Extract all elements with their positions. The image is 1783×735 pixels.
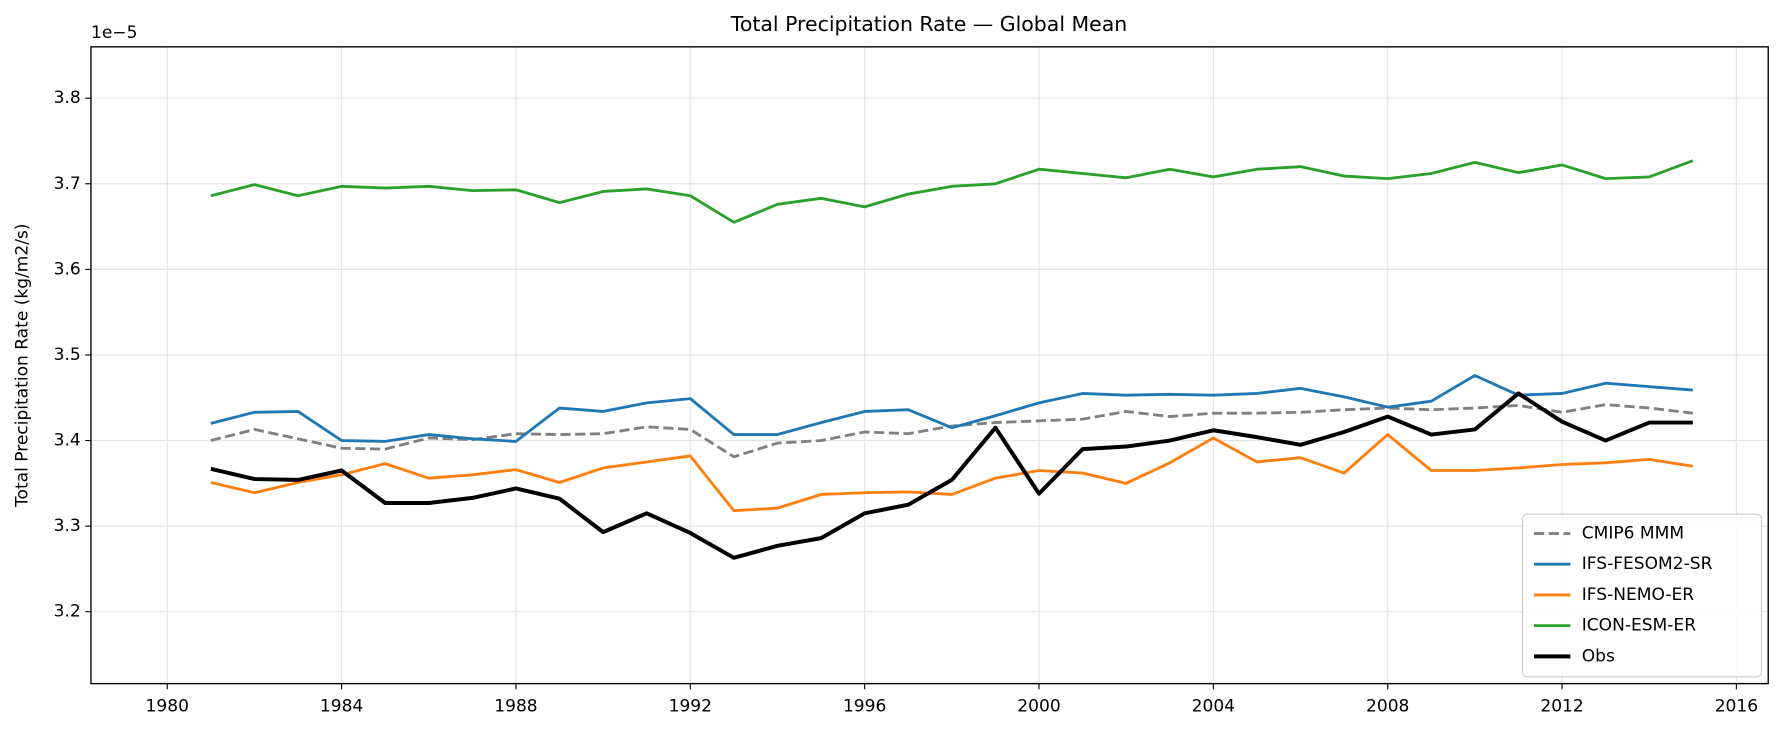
legend-label: IFS-NEMO-ER: [1582, 585, 1695, 605]
y-tick-label: 3.2: [54, 602, 81, 622]
x-tick-label: 1988: [494, 696, 537, 716]
series-line: [210, 433, 1694, 513]
legend-box: [1522, 513, 1762, 678]
y-offset-label: 1e−5: [91, 23, 137, 43]
series-line: [210, 403, 1693, 459]
x-tick-label: 2016: [1715, 696, 1758, 716]
series-line: [210, 391, 1693, 560]
legend: CMIP6 MMM IFS-FESOM2-SR IFS-NEMO-ER ICON-ES…: [1522, 513, 1762, 678]
x-tick-label: 1980: [146, 696, 189, 716]
x-tick-label: 1996: [843, 696, 886, 716]
plot-frame: [90, 46, 1769, 685]
x-tick-label: 1992: [669, 696, 712, 716]
y-tick-label: 3.5: [54, 345, 81, 365]
x-tick-label: 2000: [1017, 696, 1060, 716]
y-tick-label: 3.6: [54, 259, 81, 279]
y-tick-label: 3.4: [54, 431, 81, 451]
y-tick-label: 3.7: [54, 174, 81, 194]
legend-label: Obs: [1582, 646, 1615, 666]
series-line: [210, 374, 1693, 443]
chart-title: Total Precipitation Rate — Global Mean: [730, 12, 1127, 36]
legend-label: CMIP6 MMM: [1582, 524, 1684, 544]
series-line: [210, 159, 1694, 224]
x-tick-label: 2012: [1540, 696, 1583, 716]
legend-label: IFS-FESOM2-SR: [1582, 554, 1713, 574]
x-tick-label: 2004: [1192, 696, 1235, 716]
x-tick-label: 1984: [320, 696, 363, 716]
y-tick-label: 3.3: [54, 516, 81, 536]
x-tick-label: 2008: [1366, 696, 1409, 716]
y-axis-label: Total Precipitation Rate (kg/m2/s): [13, 223, 33, 508]
legend-label: ICON-ESM-ER: [1582, 616, 1696, 636]
y-tick-label: 3.8: [54, 88, 81, 108]
